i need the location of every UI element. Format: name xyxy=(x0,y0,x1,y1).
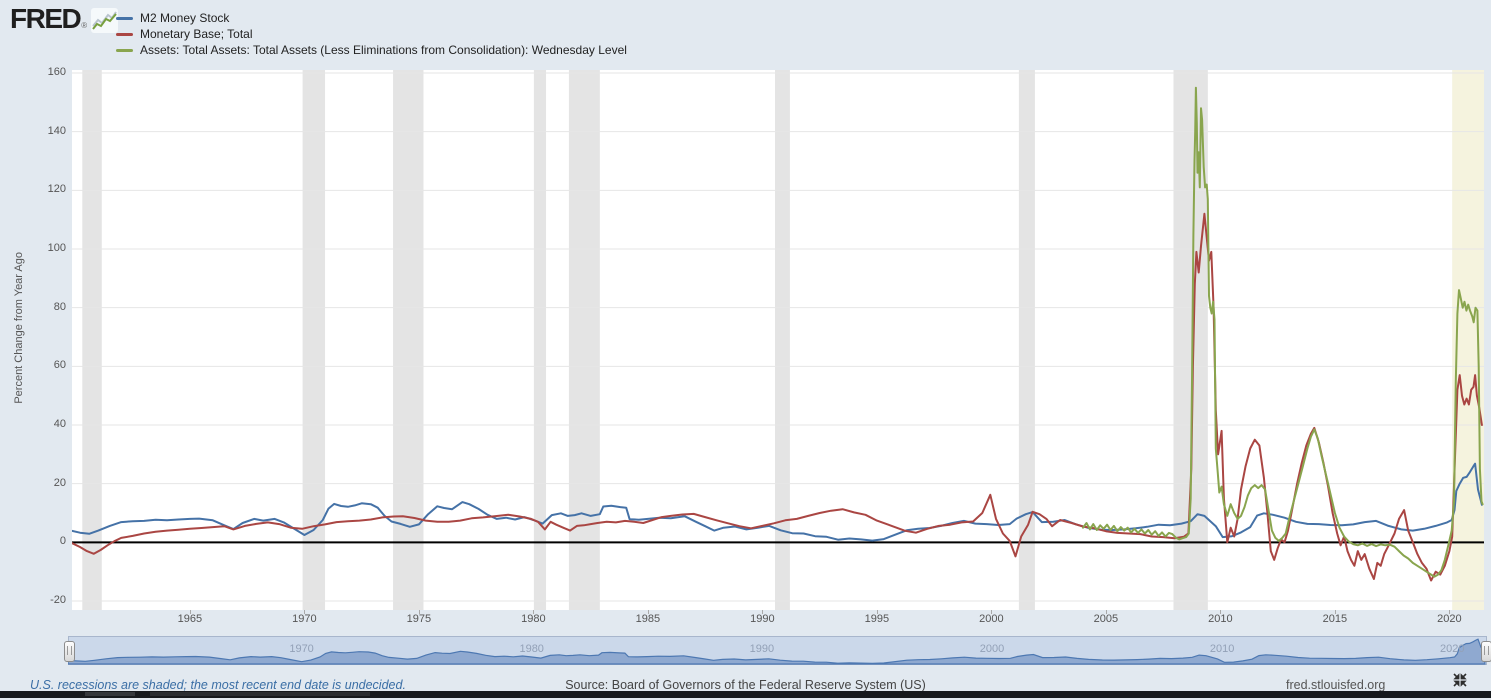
legend-item-2[interactable]: Monetary Base; Total xyxy=(116,26,627,42)
x-tick-label: 2020 xyxy=(1437,613,1462,625)
legend-label: Monetary Base; Total xyxy=(140,27,253,41)
fred-logo[interactable]: FRED ® xyxy=(10,3,119,34)
minimap-chart-svg[interactable] xyxy=(67,636,1487,666)
recession-band xyxy=(533,70,547,610)
y-tick-label: 140 xyxy=(47,124,66,137)
series-line-3[interactable] xyxy=(1082,86,1484,578)
x-tick-label: 1995 xyxy=(864,613,890,625)
minimap-decade-label: 2020 xyxy=(1439,643,1465,655)
legend-item-1[interactable]: M2 Money Stock xyxy=(116,10,627,26)
x-tick-label: 1985 xyxy=(635,613,661,625)
registered-mark: ® xyxy=(81,21,88,30)
chart-legend: M2 Money Stock Monetary Base; Total Assets… xyxy=(116,10,627,58)
recession-band xyxy=(568,70,600,610)
y-tick-label: 80 xyxy=(53,300,66,313)
minimap-area-series xyxy=(67,638,1486,665)
x-tick-label: 2005 xyxy=(1093,613,1119,625)
y-tick-label: -20 xyxy=(50,593,66,606)
x-tick-label: 2015 xyxy=(1322,613,1348,625)
recession-note-link[interactable]: U.S. recessions are shaded; the most rec… xyxy=(30,678,406,692)
y-axis-title: Percent Change from Year Ago xyxy=(13,252,25,404)
x-tick-mark xyxy=(533,610,535,614)
drag-handle-icon xyxy=(67,646,72,655)
recession-band xyxy=(775,70,790,610)
collapse-arrows-icon[interactable] xyxy=(1451,671,1469,689)
legend-label: Assets: Total Assets: Total Assets (Less… xyxy=(140,43,627,57)
x-tick-label: 1990 xyxy=(750,613,775,625)
minimap[interactable] xyxy=(67,636,1487,666)
y-tick-label: 0 xyxy=(59,535,66,548)
x-tick-mark xyxy=(1105,610,1107,614)
series-line-2[interactable] xyxy=(71,212,1483,582)
x-tick-label: 2010 xyxy=(1208,613,1233,625)
main-chart-svg[interactable] xyxy=(71,70,1484,610)
plot-area[interactable] xyxy=(71,70,1484,610)
x-tick-label: 1965 xyxy=(177,613,203,625)
y-tick-label: 40 xyxy=(53,417,66,430)
minimap-decade-label: 1990 xyxy=(749,643,775,655)
y-tick-label: 60 xyxy=(53,359,66,372)
recession-band xyxy=(393,70,424,610)
x-tick-mark xyxy=(1449,610,1451,614)
site-text: fred.stlouisfed.org xyxy=(1286,678,1386,692)
legend-item-3[interactable]: Assets: Total Assets: Total Assets (Less… xyxy=(116,42,627,58)
x-tick-mark xyxy=(647,610,649,614)
x-tick-label: 1980 xyxy=(521,613,546,625)
x-tick-mark xyxy=(418,610,420,614)
legend-swatch xyxy=(116,48,133,52)
y-tick-label: 120 xyxy=(47,183,66,196)
source-text: Source: Board of Governors of the Federa… xyxy=(565,678,926,692)
drag-handle-icon xyxy=(1484,646,1489,655)
y-tick-label: 160 xyxy=(47,66,66,78)
minimap-decade-label: 1970 xyxy=(289,643,314,655)
x-tick-mark xyxy=(1220,610,1222,614)
window-bottom-edge-segment xyxy=(150,692,370,696)
x-tick-mark xyxy=(876,610,878,614)
x-tick-mark xyxy=(304,610,306,614)
x-tick-label: 1975 xyxy=(406,613,432,625)
legend-label: M2 Money Stock xyxy=(140,11,230,25)
minimap-right-handle[interactable] xyxy=(1481,641,1491,662)
x-tick-mark xyxy=(189,610,191,614)
x-tick-mark xyxy=(1334,610,1336,614)
recession-band xyxy=(82,70,102,610)
minimap-left-handle[interactable] xyxy=(64,641,75,662)
minimap-decade-label: 2010 xyxy=(1209,643,1235,655)
window-bottom-edge xyxy=(0,691,1491,698)
x-tick-label: 2000 xyxy=(979,613,1004,625)
minimap-decade-label: 2000 xyxy=(979,643,1005,655)
legend-swatch xyxy=(116,16,133,20)
x-tick-label: 1970 xyxy=(292,613,317,625)
y-tick-label: 100 xyxy=(47,241,66,254)
fred-sparkline-chart-icon xyxy=(91,8,119,33)
recession-band xyxy=(1018,70,1035,610)
x-tick-mark xyxy=(762,610,764,614)
x-tick-mark xyxy=(991,610,993,614)
window-bottom-edge-segment xyxy=(85,692,135,696)
legend-swatch xyxy=(116,32,133,36)
minimap-decade-label: 1980 xyxy=(519,643,544,655)
y-tick-label: 20 xyxy=(53,476,66,489)
fred-logo-text: FRED xyxy=(10,3,82,34)
recession-band xyxy=(302,70,326,610)
